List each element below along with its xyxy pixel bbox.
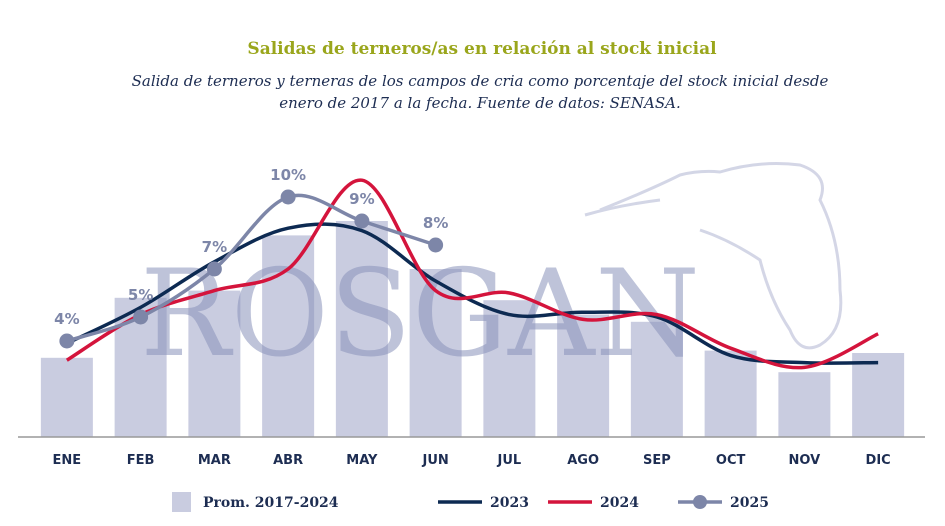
- marker: [280, 189, 296, 205]
- chart-subtitle: Salida de terneros y terneras de los cam…: [131, 72, 829, 112]
- x-tick-label: JUN: [421, 453, 448, 468]
- value-label: 5%: [128, 286, 153, 304]
- value-label: 7%: [202, 238, 227, 256]
- legend-label: 2023: [490, 495, 529, 511]
- value-label: 9%: [349, 190, 374, 208]
- chart-title: Salidas de terneros/as en relación al st…: [247, 39, 717, 59]
- bar: [483, 300, 536, 437]
- line: [66, 222, 879, 365]
- x-tick-label: NOV: [789, 453, 821, 468]
- x-tick-label: ENE: [53, 453, 82, 468]
- legend-label: 2025: [730, 495, 769, 511]
- x-tick-label: OCT: [716, 453, 746, 468]
- bar: [557, 314, 610, 437]
- x-tick-label: MAY: [346, 453, 378, 468]
- bar: [852, 353, 905, 437]
- line: [65, 178, 879, 370]
- watermark: ROSGAN: [140, 245, 700, 384]
- x-tick-label: FEB: [127, 453, 155, 468]
- x-tick-label: ABR: [273, 453, 303, 468]
- legend-marker: [693, 495, 707, 509]
- marker: [428, 237, 444, 253]
- subtitle-box: Salida de terneros y terneras de los cam…: [131, 72, 829, 112]
- marker: [59, 333, 75, 349]
- bar: [630, 321, 683, 437]
- value-label: 10%: [270, 166, 306, 184]
- legend-swatch: [172, 492, 191, 512]
- bar: [188, 290, 241, 437]
- bar: [40, 357, 93, 437]
- value-label: 4%: [54, 310, 79, 328]
- x-tick-label: SEP: [643, 453, 671, 468]
- bar: [778, 372, 831, 437]
- x-tick-label: MAR: [198, 453, 231, 468]
- marker: [206, 261, 222, 277]
- x-tick-label: AGO: [567, 453, 599, 468]
- legend-label: 2024: [600, 495, 639, 511]
- marker: [133, 309, 149, 325]
- x-tick-label: DIC: [866, 453, 891, 468]
- bar: [704, 350, 757, 437]
- bar: [335, 221, 388, 437]
- cow-watermark: [584, 162, 843, 350]
- marker: [354, 213, 370, 229]
- x-tick-label: JUL: [497, 453, 522, 468]
- value-label: 8%: [423, 214, 448, 232]
- legend-label: Prom. 2017-2024: [203, 495, 339, 511]
